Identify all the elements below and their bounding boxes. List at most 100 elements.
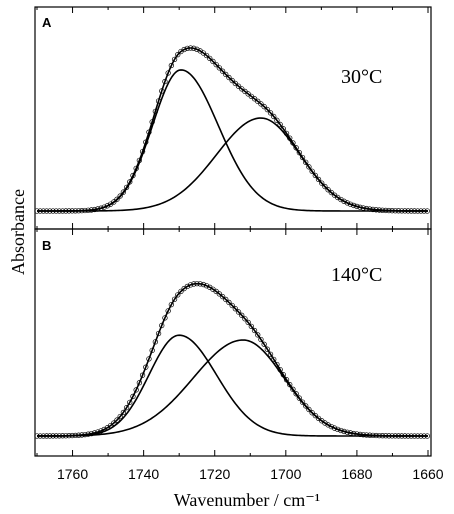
data-point — [69, 432, 75, 439]
data-point — [143, 139, 149, 145]
data-point — [98, 205, 104, 211]
data-point — [47, 433, 53, 439]
data-point — [235, 83, 242, 89]
panel-b: B 140°C — [34, 228, 432, 457]
data-point — [395, 208, 402, 214]
data-point — [271, 113, 277, 120]
panel-a-frame — [34, 6, 432, 230]
data-point — [357, 431, 363, 438]
data-point — [40, 433, 47, 439]
data-point — [184, 45, 191, 52]
data-point — [264, 106, 270, 113]
data-point — [258, 101, 264, 107]
data-point — [229, 77, 235, 84]
data-point — [152, 108, 159, 115]
data-point — [114, 417, 120, 423]
data-point — [379, 207, 386, 213]
data-point — [136, 380, 143, 386]
data-point — [85, 431, 91, 437]
panel-a-letter: A — [42, 15, 52, 30]
data-point — [421, 433, 427, 439]
data-point — [219, 293, 226, 300]
data-point — [216, 65, 223, 71]
data-point — [130, 393, 136, 400]
x-tick-label: 1700 — [270, 466, 301, 482]
data-point — [415, 433, 421, 439]
data-point — [232, 306, 238, 312]
data-point — [34, 433, 40, 439]
data-point — [47, 208, 53, 214]
data-point — [107, 422, 114, 429]
data-point — [267, 351, 274, 357]
data-point — [386, 207, 392, 214]
data-point — [85, 207, 91, 213]
x-tick-label: 1740 — [128, 466, 159, 482]
data-point — [168, 62, 175, 69]
data-point — [203, 283, 210, 289]
data-point — [338, 196, 344, 203]
data-point — [111, 199, 117, 205]
data-point — [363, 432, 370, 438]
data-point — [354, 203, 360, 210]
data-point — [415, 208, 421, 214]
data-point — [376, 432, 382, 439]
data-point — [165, 308, 171, 314]
data-point — [331, 425, 338, 431]
data-point — [389, 433, 395, 439]
data-point — [399, 208, 405, 214]
data-point — [43, 208, 50, 214]
data-point — [411, 433, 418, 439]
data-point — [155, 330, 162, 337]
data-point — [136, 157, 143, 164]
panel-a-plot — [34, 45, 430, 214]
data-point — [72, 208, 79, 214]
data-point — [232, 80, 238, 87]
data-point — [389, 208, 395, 214]
data-point — [159, 322, 165, 329]
data-point — [319, 180, 325, 186]
data-point — [101, 204, 107, 210]
data-point — [408, 433, 414, 439]
data-point — [200, 50, 207, 56]
data-point — [255, 98, 261, 104]
data-point — [274, 361, 280, 368]
panel-b-frame — [34, 228, 432, 457]
data-point — [267, 110, 274, 116]
data-point — [411, 208, 418, 214]
data-point — [261, 103, 267, 110]
data-point — [197, 281, 203, 287]
data-point — [367, 206, 373, 212]
data-point — [191, 281, 197, 287]
data-point — [296, 150, 302, 156]
data-point — [309, 410, 315, 416]
data-point — [130, 172, 136, 179]
data-point — [59, 208, 66, 214]
data-point — [152, 339, 159, 345]
data-point — [379, 433, 386, 439]
data-point — [101, 426, 107, 433]
data-point — [88, 207, 95, 213]
data-point — [287, 381, 293, 388]
y-axis-title: Absorbance — [8, 189, 28, 275]
data-point — [117, 193, 123, 199]
data-point — [98, 428, 104, 434]
data-point — [226, 299, 232, 306]
data-point — [242, 316, 248, 322]
data-point — [271, 356, 277, 362]
data-point — [370, 432, 376, 439]
data-point — [53, 208, 59, 214]
panel-b-component-1 — [37, 334, 428, 437]
data-point — [405, 208, 411, 214]
panel-b-fit-curve — [37, 282, 428, 437]
data-point — [66, 433, 72, 439]
data-point — [283, 130, 290, 137]
data-point — [306, 406, 312, 413]
data-point — [290, 140, 296, 146]
data-point — [322, 183, 328, 190]
data-point — [287, 135, 293, 141]
data-point — [248, 323, 254, 330]
data-point — [216, 291, 223, 297]
data-point — [82, 207, 88, 214]
data-point — [123, 405, 130, 411]
data-point — [373, 432, 379, 439]
